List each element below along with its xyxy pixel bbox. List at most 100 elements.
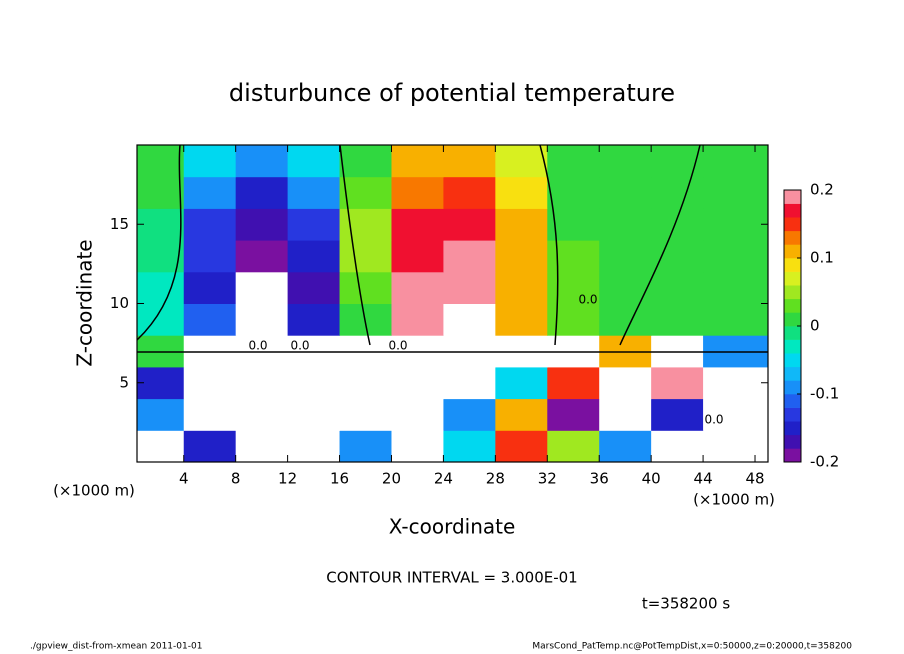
cell (599, 176, 652, 209)
cell (703, 303, 769, 336)
colorbar-band (784, 394, 801, 408)
cell (391, 176, 444, 209)
cell (495, 303, 548, 336)
x-unit: (×1000 m) (693, 491, 775, 509)
cell (443, 398, 496, 431)
cell (547, 145, 600, 178)
cell (235, 271, 289, 304)
cell (703, 271, 769, 304)
colorbar-tick-label: 0.1 (810, 249, 834, 267)
cell (339, 398, 392, 431)
cell (703, 208, 769, 241)
cell (339, 240, 392, 273)
cell (183, 430, 237, 463)
x-tick-label: 28 (486, 470, 505, 488)
cell (339, 176, 392, 209)
y-axis-label: Z-coordinate (73, 239, 97, 366)
cell (547, 398, 600, 431)
x-tick-label: 20 (382, 470, 401, 488)
cell (137, 303, 185, 336)
cell (339, 145, 392, 178)
cell (183, 208, 237, 241)
contour-interval: CONTOUR INTERVAL = 3.000E-01 (326, 569, 577, 587)
cell (287, 240, 341, 273)
cell (651, 430, 704, 463)
colorbar-band (784, 326, 801, 340)
cell (651, 271, 704, 304)
cell (137, 145, 185, 178)
cell (235, 398, 289, 431)
cell (391, 271, 444, 304)
x-tick-label: 8 (231, 470, 241, 488)
cell (391, 208, 444, 241)
cell (235, 176, 289, 209)
cell (391, 398, 444, 431)
cell (443, 271, 496, 304)
contour-labels: 0.0 0.0 0.0 0.0 0.0 (248, 293, 723, 427)
time-label: t=358200 s (642, 595, 730, 613)
colorbar-band (784, 258, 801, 272)
y-tick-label: 10 (110, 294, 129, 312)
cell (495, 240, 548, 273)
cell (703, 398, 769, 431)
y-unit: (×1000 m) (53, 482, 135, 500)
colorbar-band (784, 434, 801, 449)
cell (391, 366, 444, 400)
cell (391, 430, 444, 463)
cell (391, 145, 444, 178)
colorbar-band (784, 190, 801, 204)
cell (287, 271, 341, 304)
cell (235, 303, 289, 336)
cell (137, 366, 185, 400)
x-tick-label: 24 (434, 470, 453, 488)
colorbar-band (784, 353, 801, 368)
x-tick-label: 40 (642, 470, 661, 488)
cell (703, 366, 769, 400)
cell (235, 145, 289, 178)
cell (339, 303, 392, 336)
cell (183, 240, 237, 273)
cell (599, 145, 652, 178)
cell (137, 398, 185, 431)
cell (495, 208, 548, 241)
x-tick-label: 44 (694, 470, 713, 488)
colorbar-band (784, 339, 801, 354)
cell (547, 430, 600, 463)
cell (183, 145, 237, 178)
cell (443, 208, 496, 241)
contour-label: 0.0 (290, 339, 309, 353)
cell (495, 430, 548, 463)
cell (391, 303, 444, 336)
cell (651, 208, 704, 241)
cell (183, 303, 237, 336)
cell (651, 240, 704, 273)
cell (287, 398, 341, 431)
cell (137, 176, 185, 209)
cell (443, 145, 496, 178)
cell (651, 145, 704, 178)
cell (599, 303, 652, 336)
cell (443, 176, 496, 209)
x-tick-label: 4 (179, 470, 189, 488)
footer-left: ./gpview_dist-from-xmean 2011-01-01 (30, 642, 202, 652)
x-tick-label: 12 (278, 470, 297, 488)
colorbar-tick-label: 0 (810, 317, 820, 335)
cell (599, 271, 652, 304)
cell (183, 366, 237, 400)
cell (443, 303, 496, 336)
contour-line (136, 144, 701, 346)
cell (599, 398, 652, 431)
contour-label: 0.0 (388, 339, 407, 353)
colorbar-band (784, 203, 801, 218)
cell (599, 366, 652, 400)
cell (137, 271, 185, 304)
x-tick-label: 16 (330, 470, 349, 488)
y-tick-label: 15 (110, 215, 129, 233)
cell (391, 240, 444, 273)
cell (703, 145, 769, 178)
cell (651, 303, 704, 336)
cell (137, 430, 185, 463)
colorbar-band (784, 230, 801, 245)
cell (137, 208, 185, 241)
